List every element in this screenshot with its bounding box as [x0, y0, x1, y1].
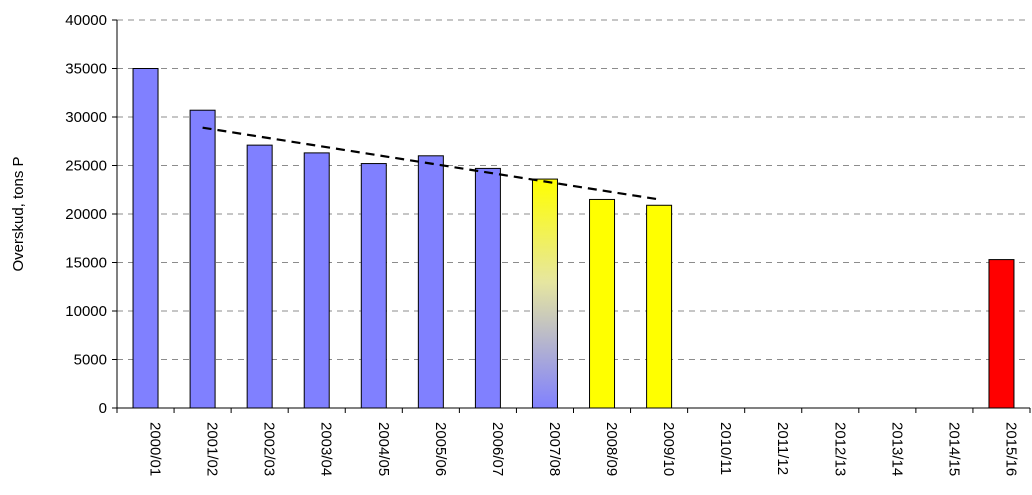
- y-tick-labels: 0 5000 10000 15000 20000 25000 30000 35000 40000: [65, 12, 107, 417]
- y-tick-label: 5000: [74, 352, 107, 369]
- x-tick-label: 2015/16: [1002, 422, 1019, 476]
- y-axis-label: Overskud, tons P: [10, 156, 27, 271]
- trendline-line: [202, 126, 660, 201]
- x-tick-label: 2009/10: [660, 422, 677, 476]
- bar: [189, 109, 216, 409]
- x-tick-label: 2014/15: [945, 422, 962, 476]
- bar: [474, 167, 501, 409]
- x-tick-label: 2012/13: [831, 422, 848, 476]
- bar: [589, 198, 616, 409]
- x-tick-label: 2001/02: [204, 422, 221, 476]
- x-tick-label: 2006/07: [489, 422, 506, 476]
- y-tick-label: 35000: [65, 61, 107, 78]
- bar: [303, 152, 330, 409]
- y-tick-label: 0: [99, 400, 107, 417]
- bars: [132, 68, 1015, 409]
- x-tick-label: 2002/03: [261, 422, 278, 476]
- y-tick-label: 20000: [65, 206, 107, 223]
- bar: [360, 163, 387, 409]
- bar: [646, 204, 673, 409]
- y-tick-label: 30000: [65, 109, 107, 126]
- trendline: [202, 126, 660, 201]
- bar: [417, 155, 444, 409]
- y-tick-label: 25000: [65, 158, 107, 175]
- x-tick-label: 2000/01: [147, 422, 164, 476]
- x-tick-labels: 2000/01 2001/02 2002/03 2003/04 2004/05 2005/…: [147, 422, 1020, 476]
- x-tick-label: 2010/11: [717, 422, 734, 475]
- axes: [112, 19, 1031, 413]
- x-tick-label: 2013/14: [888, 422, 905, 476]
- bar: [988, 259, 1015, 409]
- y-tick-label: 40000: [65, 12, 107, 29]
- x-tick-label: 2011/12: [774, 422, 791, 475]
- x-tick-label: 2003/04: [318, 422, 335, 476]
- y-tick-label: 15000: [65, 255, 107, 272]
- gridlines: [117, 19, 1030, 360]
- y-tick-label: 10000: [65, 303, 107, 320]
- bar: [246, 144, 273, 409]
- x-tick-label: 2007/08: [546, 422, 563, 476]
- x-tick-label: 2005/06: [432, 422, 449, 476]
- bar: [132, 68, 159, 409]
- x-tick-label: 2008/09: [603, 422, 620, 476]
- x-tick-label: 2004/05: [375, 422, 392, 476]
- bar: [531, 178, 558, 409]
